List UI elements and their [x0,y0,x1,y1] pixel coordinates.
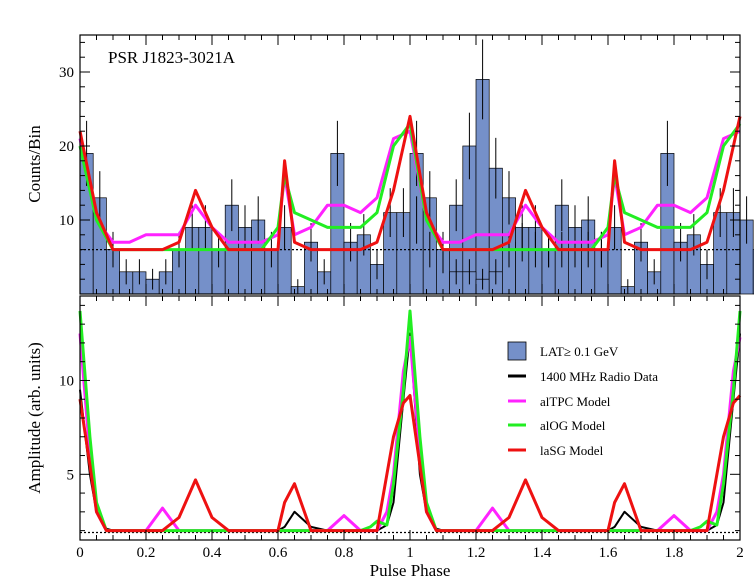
bottom-axis-ticks: 0 0.2 0.4 0.6 0.8 1 1.2 1.4 1.6 1.8 2 5 10 [59,296,744,561]
top-panel: 10 20 30 PSR J1823-3021A Counts/Bin [25,34,754,295]
x-tick-label: 0.2 [137,545,156,561]
top-model-curves [78,114,742,252]
y-tick-label: 20 [59,139,74,155]
x-tick-label: 0.8 [335,545,354,561]
bottom-panel: 0 0.2 0.4 0.6 0.8 1 1.2 1.4 1.6 1.8 2 5 10 Amplitude… [25,295,744,580]
legend-swatch-lat [507,341,527,361]
bottom-curve-1400-mhz-radio-data [79,332,741,532]
legend: LAT≥ 0.1 GeV 1400 MHz Radio Data alTPC M… [507,341,658,458]
y-tick-label: 10 [59,373,74,389]
bottom-curve-lasg-model [78,394,742,533]
top-axis-ticks: 10 20 30 [59,35,741,294]
x-tick-label: 1.6 [599,545,618,561]
y-tick-label: 30 [59,65,74,81]
x-axis-label: Pulse Phase [370,561,451,580]
legend-label-lat: LAT≥ 0.1 GeV [540,344,619,359]
x-tick-label: 0.6 [269,545,288,561]
x-tick-label: 0.4 [203,545,222,561]
pulsar-label: PSR J1823-3021A [108,48,236,67]
legend-label-radio: 1400 MHz Radio Data [540,369,658,384]
legend-label-lasg: laSG Model [540,443,604,458]
top-curve-lasg-model [78,114,742,252]
x-tick-label: 0 [76,545,84,561]
bottom-curve-altpc-model [78,333,742,533]
x-tick-label: 1.8 [665,545,684,561]
bottom-model-curves [78,309,742,533]
legend-label-altpc: alTPC Model [540,394,611,409]
legend-label-alog: alOG Model [540,418,606,433]
x-tick-label: 1 [406,545,414,561]
x-tick-label: 2 [736,545,744,561]
x-tick-label: 1.2 [467,545,486,561]
top-y-axis-label: Counts/Bin [25,125,44,203]
x-tick-label: 1.4 [533,545,552,561]
y-tick-label: 5 [67,467,75,483]
y-tick-label: 10 [59,213,74,229]
top-error-bars [86,39,748,294]
top-histogram [79,79,754,295]
bottom-y-axis-label: Amplitude (arb. units) [25,342,44,494]
